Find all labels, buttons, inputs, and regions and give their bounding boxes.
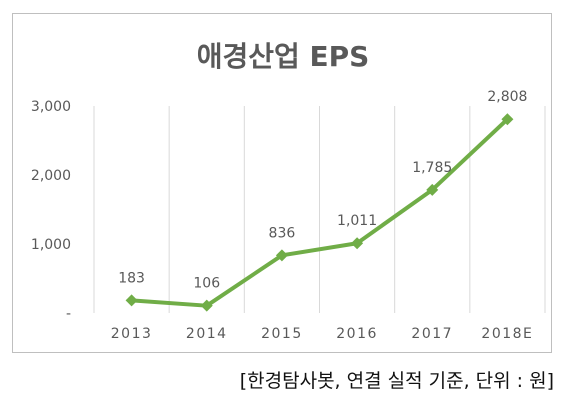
data-label: 2,808 [487,89,527,105]
x-tick-label: 2017 [411,326,453,342]
data-label: 183 [118,270,145,286]
y-tick-label: 3,000 [31,99,71,115]
data-point-marker [501,113,514,126]
data-label: 836 [269,225,296,241]
series-line-layer [131,117,509,308]
x-tick-label: 2018E [481,326,533,342]
y-tick-label: 2,000 [31,168,71,184]
x-tick-label: 2014 [186,326,228,342]
source-note: [한경탐사봇, 연결 실적 기준, 단위 : 원] [239,370,554,392]
x-tick-label: 2015 [261,326,303,342]
data-label: 1,011 [337,213,377,229]
data-point-marker [351,237,364,250]
data-label: 106 [193,276,220,292]
data-point-marker [125,294,138,307]
data-point-marker [426,183,439,196]
data-label: 1,785 [412,160,452,176]
marker-layer [125,113,514,312]
x-tick-label: 2016 [336,326,378,342]
chart-title: 애경산업 EPS [197,40,370,73]
data-point-marker [275,249,288,262]
y-tick-label: - [66,306,71,322]
y-tick-label: 1,000 [31,237,71,253]
x-axis: 2013 2014 2015 2016 2017 2018E [111,326,533,342]
y-axis: - 1,000 2,000 3,000 [31,99,71,322]
grid-layer [93,106,546,313]
data-label-layer: 183 106 836 1,011 1,785 2,808 [118,89,527,291]
chart-frame: 애경산업 EPS -1,000 2,000 3,000 2013 2014 2015 20… [12,13,552,353]
series-line [131,117,509,308]
x-tick-label: 2013 [111,326,153,342]
data-point-marker [200,299,213,312]
